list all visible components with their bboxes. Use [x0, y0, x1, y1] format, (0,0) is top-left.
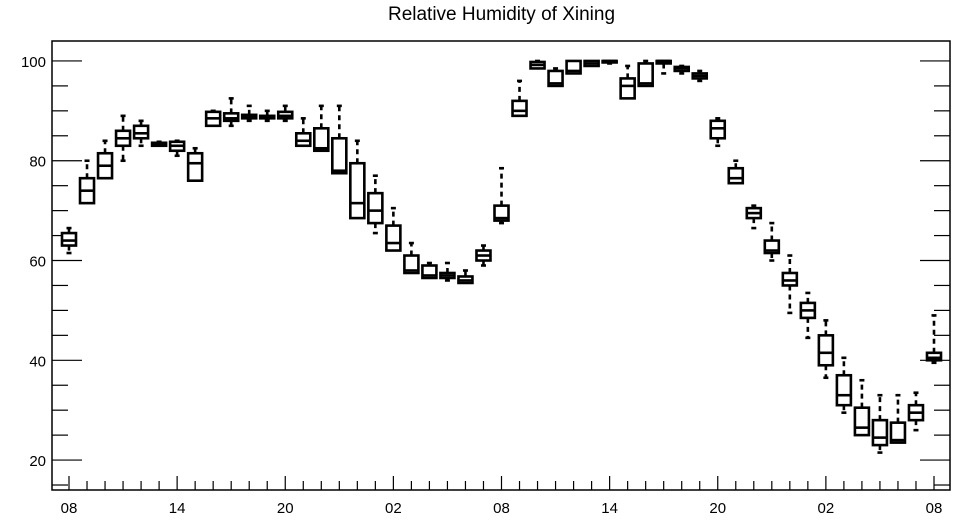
- box-item: [853, 378, 871, 437]
- box-rect: [385, 224, 402, 252]
- box-item: [204, 109, 222, 128]
- y-tick-label: 60: [29, 254, 46, 271]
- box-item: [709, 117, 727, 148]
- box-item: [439, 261, 456, 282]
- box-item: [619, 64, 636, 100]
- box-item: [799, 291, 817, 340]
- box-item: [132, 119, 150, 148]
- box-rect: [312, 127, 330, 153]
- box-item: [511, 79, 528, 118]
- box-rect: [403, 254, 420, 275]
- box-item: [367, 174, 384, 235]
- box-item: [96, 139, 114, 180]
- box-item: [421, 261, 438, 280]
- box-rect: [817, 334, 835, 367]
- box-item: [637, 59, 654, 88]
- box-rect: [349, 161, 366, 220]
- box-rect: [186, 151, 204, 182]
- box-rect: [727, 166, 745, 185]
- y-axis: 20 40 60 80 100: [21, 54, 950, 486]
- box-rect: [367, 191, 384, 225]
- x-axis: 08 14 20 02 08 14 20 02 08: [61, 476, 943, 517]
- box-item: [601, 59, 618, 65]
- x-tick-label: 02: [818, 500, 835, 517]
- box-item: [889, 393, 907, 444]
- box-item: [403, 241, 420, 275]
- box-rect: [835, 373, 853, 407]
- x-tick-label: 08: [493, 500, 510, 517]
- boxplot-series: [60, 59, 943, 454]
- box-item: [312, 104, 330, 153]
- x-tick-label: 20: [277, 500, 294, 517]
- box-item: [529, 59, 546, 70]
- box-item: [655, 59, 672, 75]
- box-item: [385, 206, 402, 252]
- box-item: [240, 104, 258, 123]
- x-tick-label: 02: [385, 500, 402, 517]
- box-item: [727, 159, 745, 185]
- box-item: [907, 391, 925, 432]
- x-tick-label: 14: [601, 500, 618, 517]
- x-tick-label: 08: [61, 500, 78, 517]
- box-item: [817, 319, 835, 380]
- y-tick-label: 80: [29, 154, 46, 171]
- box-item: [150, 140, 168, 148]
- box-item: [745, 204, 763, 230]
- x-tick-label: 14: [169, 500, 186, 517]
- box-item: [565, 59, 582, 75]
- plot-frame: [51, 40, 951, 491]
- box-item: [222, 97, 240, 128]
- chart-title: Relative Humidity of Xining: [387, 4, 616, 25]
- box-item: [168, 139, 186, 158]
- box-item: [871, 393, 889, 454]
- box-item: [475, 244, 492, 267]
- box-rect: [331, 136, 348, 175]
- box-item: [925, 314, 943, 365]
- x-tick-label: 20: [709, 500, 726, 517]
- box-rect: [619, 77, 636, 100]
- box-rect: [637, 62, 654, 88]
- y-tick-label: 20: [29, 453, 46, 470]
- box-item: [547, 67, 564, 88]
- box-rect: [889, 421, 907, 444]
- box-item: [835, 356, 853, 414]
- box-item: [763, 221, 781, 262]
- box-item: [691, 69, 709, 83]
- box-item: [583, 59, 600, 68]
- box-item: [294, 117, 312, 148]
- box-item: [186, 146, 204, 182]
- box-item: [114, 114, 132, 163]
- box-item: [673, 64, 691, 75]
- box-item: [493, 166, 510, 225]
- box-item: [78, 159, 96, 205]
- y-tick-label: 100: [21, 54, 46, 71]
- box-item: [781, 254, 799, 315]
- box-item: [276, 104, 294, 123]
- box-rect: [511, 99, 528, 118]
- y-tick-label: 40: [29, 353, 46, 370]
- box-rect: [853, 406, 871, 437]
- box-item: [457, 269, 474, 285]
- box-item: [349, 139, 366, 220]
- box-item: [60, 226, 78, 255]
- x-tick-label: 08: [926, 500, 943, 517]
- box-rect: [871, 418, 889, 447]
- box-item: [258, 109, 276, 123]
- box-item: [331, 104, 348, 175]
